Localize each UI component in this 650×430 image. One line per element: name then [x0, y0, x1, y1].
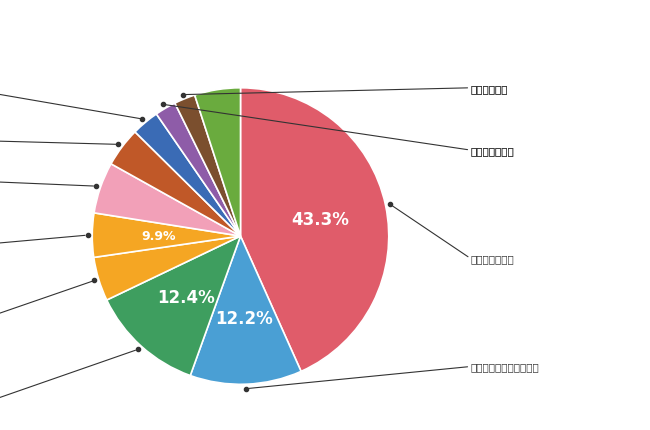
Text: 43.3%: 43.3% [291, 211, 349, 228]
Wedge shape [92, 213, 240, 258]
Text: 12.4%: 12.4% [157, 288, 215, 306]
Text: 社風が合わない: 社風が合わない [471, 146, 514, 156]
Text: ノルマや求められる成果: ノルマや求められる成果 [471, 362, 539, 372]
Text: 裁量権のなさ: 裁量権のなさ [471, 83, 508, 94]
Text: 職場の人間関係: 職場の人間関係 [471, 254, 514, 264]
Wedge shape [111, 132, 240, 236]
Wedge shape [94, 237, 240, 300]
Wedge shape [94, 164, 240, 236]
Text: 裁量権のなさ: 裁量権のなさ [471, 83, 508, 94]
Text: 裁量権のなさ(2.3%): 裁量権のなさ(2.3%) [471, 83, 542, 94]
Text: 合計３９５人調査: 合計３９５人調査 [377, 21, 448, 35]
Text: 12.2%: 12.2% [214, 309, 272, 327]
Wedge shape [135, 115, 240, 236]
Wedge shape [195, 89, 240, 237]
Wedge shape [190, 237, 301, 384]
Text: 社風が合わない(2.3%): 社風が合わない(2.3%) [471, 146, 549, 156]
Text: 女性のストレス調査: 女性のストレス調査 [112, 16, 239, 40]
Text: 9.9%: 9.9% [142, 230, 176, 243]
Wedge shape [175, 96, 240, 237]
Wedge shape [107, 237, 240, 376]
Text: 社風が合わない: 社風が合わない [471, 146, 514, 156]
Wedge shape [157, 104, 240, 237]
Wedge shape [240, 89, 389, 372]
